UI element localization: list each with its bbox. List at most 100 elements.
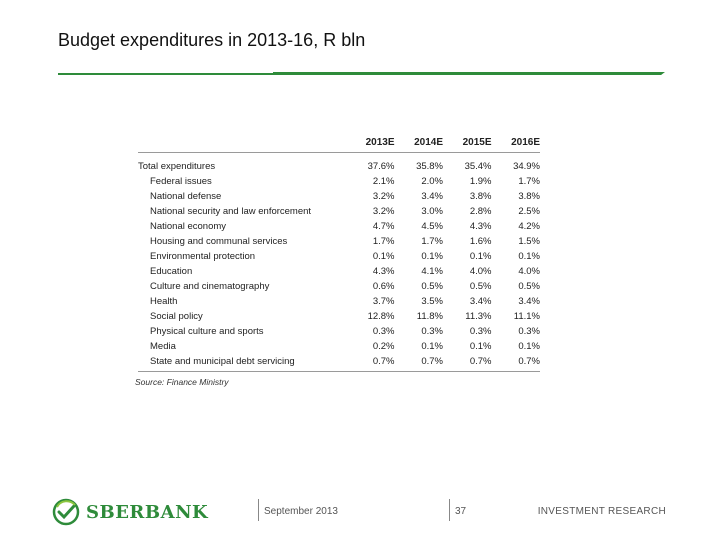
table-row: National economy 4.7% 4.5% 4.3% 4.2% xyxy=(138,219,540,234)
table-bottom-divider xyxy=(138,371,540,372)
row-value: 0.1% xyxy=(518,251,540,262)
table-row: Housing and communal services 1.7% 1.7% 1.6… xyxy=(138,234,540,249)
row-value: 11.1% xyxy=(513,311,540,322)
row-value: 0.7% xyxy=(469,356,492,367)
row-value: 2.8% xyxy=(469,206,492,217)
row-label: Federal issues xyxy=(150,176,212,187)
row-value: 3.8% xyxy=(469,191,492,202)
row-value: 4.1% xyxy=(421,266,443,277)
row-value: 35.4% xyxy=(464,161,492,172)
row-value: 4.3% xyxy=(372,266,395,277)
column-header: 2014E xyxy=(414,137,443,148)
column-header: 2016E xyxy=(511,137,540,148)
row-value: 4.3% xyxy=(469,221,492,232)
row-value: 0.3% xyxy=(469,326,492,337)
footer-logo: SBERBANK xyxy=(52,498,208,526)
row-value: 0.5% xyxy=(518,281,540,292)
row-value: 0.1% xyxy=(421,251,443,262)
row-value: 37.6% xyxy=(367,161,395,172)
row-value: 3.4% xyxy=(518,296,540,307)
row-label: Health xyxy=(150,296,178,307)
table-row: Education 4.3% 4.1% 4.0% 4.0% xyxy=(138,264,540,279)
title-underline-right xyxy=(273,72,665,75)
row-label: State and municipal debt servicing xyxy=(150,356,295,367)
row-value: 0.1% xyxy=(372,251,395,262)
row-value: 3.8% xyxy=(518,191,540,202)
table-row: Media 0.2% 0.1% 0.1% 0.1% xyxy=(138,339,540,354)
row-label: Culture and cinematography xyxy=(150,281,270,292)
row-label: Housing and communal services xyxy=(150,236,288,247)
row-value: 0.3% xyxy=(421,326,443,337)
row-value: 0.1% xyxy=(421,341,443,352)
row-value: 0.1% xyxy=(518,341,540,352)
row-value: 0.3% xyxy=(518,326,540,337)
row-value: 0.3% xyxy=(372,326,395,337)
footer-date: September 2013 xyxy=(264,506,338,517)
row-value: 1.7% xyxy=(372,236,395,247)
row-value: 4.5% xyxy=(421,221,443,232)
row-value: 0.7% xyxy=(518,356,540,367)
table-row: State and municipal debt servicing 0.7% 0.… xyxy=(138,354,540,369)
row-value: 0.5% xyxy=(469,281,492,292)
row-value: 0.2% xyxy=(372,341,395,352)
row-label: National security and law enforcement xyxy=(150,206,312,217)
row-value: 1.7% xyxy=(421,236,443,247)
row-value: 35.8% xyxy=(416,161,443,172)
footer-section-label: INVESTMENT RESEARCH xyxy=(537,506,666,517)
footer-separator xyxy=(258,499,259,521)
page-number: 37 xyxy=(455,506,467,517)
row-value: 3.4% xyxy=(421,191,443,202)
row-value: 1.9% xyxy=(469,176,492,187)
table-header: 2013E 2014E 2015E 2016E xyxy=(138,130,540,148)
table-row: Total expenditures 37.6% 35.8% 35.4% 34.9% xyxy=(138,159,540,174)
row-value: 1.5% xyxy=(518,236,540,247)
row-label: Media xyxy=(150,341,176,352)
row-value: 4.7% xyxy=(372,221,395,232)
logo-text: SBERBANK xyxy=(86,501,209,523)
row-value: 4.0% xyxy=(469,266,492,277)
row-value: 3.0% xyxy=(421,206,443,217)
footer-separator xyxy=(449,499,450,521)
row-label: Total expenditures xyxy=(138,161,216,172)
row-value: 3.2% xyxy=(372,191,395,202)
source-note: Source: Finance Ministry xyxy=(135,377,229,387)
row-value: 0.5% xyxy=(421,281,443,292)
row-value: 3.5% xyxy=(421,296,443,307)
table-row: National security and law enforcement 3.2… xyxy=(138,204,540,219)
table-row: Health 3.7% 3.5% 3.4% 3.4% xyxy=(138,294,540,309)
row-label: National defense xyxy=(150,191,222,202)
row-value: 1.6% xyxy=(469,236,492,247)
table-row: Environmental protection 0.1% 0.1% 0.1% 0.1% xyxy=(138,249,540,264)
table-row: Federal issues 2.1% 2.0% 1.9% 1.7% xyxy=(138,174,540,189)
row-value: 11.8% xyxy=(416,311,443,322)
row-value: 3.7% xyxy=(372,296,395,307)
row-label: Education xyxy=(150,266,193,277)
row-value: 4.2% xyxy=(518,221,540,232)
row-value: 0.1% xyxy=(469,341,492,352)
table-body: Total expenditures 37.6% 35.8% 35.4% 34.9% Fe… xyxy=(138,159,540,369)
row-label: Environmental protection xyxy=(150,251,256,262)
row-value: 3.2% xyxy=(372,206,395,217)
table-row: Physical culture and sports 0.3% 0.3% 0.3% 0… xyxy=(138,324,540,339)
row-value: 2.5% xyxy=(518,206,540,217)
row-value: 2.0% xyxy=(421,176,443,187)
row-value: 0.7% xyxy=(421,356,443,367)
row-value: 0.7% xyxy=(372,356,395,367)
row-value: 11.3% xyxy=(465,311,492,322)
expenditures-table: 2013E 2014E 2015E 2016E Total expenditur… xyxy=(138,130,540,372)
row-value: 4.0% xyxy=(518,266,540,277)
row-value: 3.4% xyxy=(469,296,492,307)
column-header: 2013E xyxy=(365,137,395,148)
sberbank-logo-icon xyxy=(52,498,80,526)
table-row: Social policy 12.8% 11.8% 11.3% 11.1% xyxy=(138,309,540,324)
row-value: 1.7% xyxy=(518,176,540,187)
row-label: Social policy xyxy=(150,311,203,322)
row-value: 0.1% xyxy=(469,251,492,262)
row-value: 2.1% xyxy=(372,176,395,187)
title-underline-left xyxy=(58,73,273,75)
row-value: 12.8% xyxy=(367,311,395,322)
page-title: Budget expenditures in 2013-16, R bln xyxy=(58,30,366,50)
table-row: Culture and cinematography 0.6% 0.5% 0.5% 0.… xyxy=(138,279,540,294)
row-value: 0.6% xyxy=(372,281,395,292)
column-header: 2015E xyxy=(462,137,492,148)
